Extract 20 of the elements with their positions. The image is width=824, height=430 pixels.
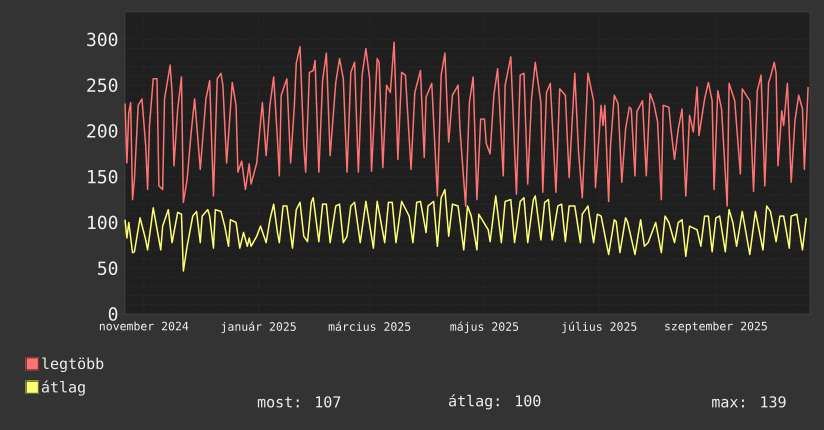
y-tick-label: 50 [98,261,118,276]
y-tick-label: 0 [108,307,118,321]
line-series [124,188,807,272]
x-tick-label: március 2025 [328,322,410,331]
text: most: 107 [258,396,340,408]
text: max: 139 [712,396,786,408]
x-tick-label: január 2025 [222,322,296,334]
x-tick-label: július 2025 [562,322,636,334]
y-tick-label: 100 [88,216,118,230]
y-tick-label: 200 [87,124,118,138]
legend-label: legtöbb [42,357,104,372]
y-tick-label: 250 [87,78,118,92]
text: átlag: 100 [449,394,540,410]
legend-label: átlag [42,380,85,396]
x-tick-label: szeptember 2025 [665,322,767,333]
y-tick-label: 150 [88,170,118,184]
x-tick-label: november 2024 [100,322,188,330]
y-tick-label: 300 [87,32,118,46]
line-series [124,41,809,207]
x-tick-label: május 2025 [450,322,518,334]
